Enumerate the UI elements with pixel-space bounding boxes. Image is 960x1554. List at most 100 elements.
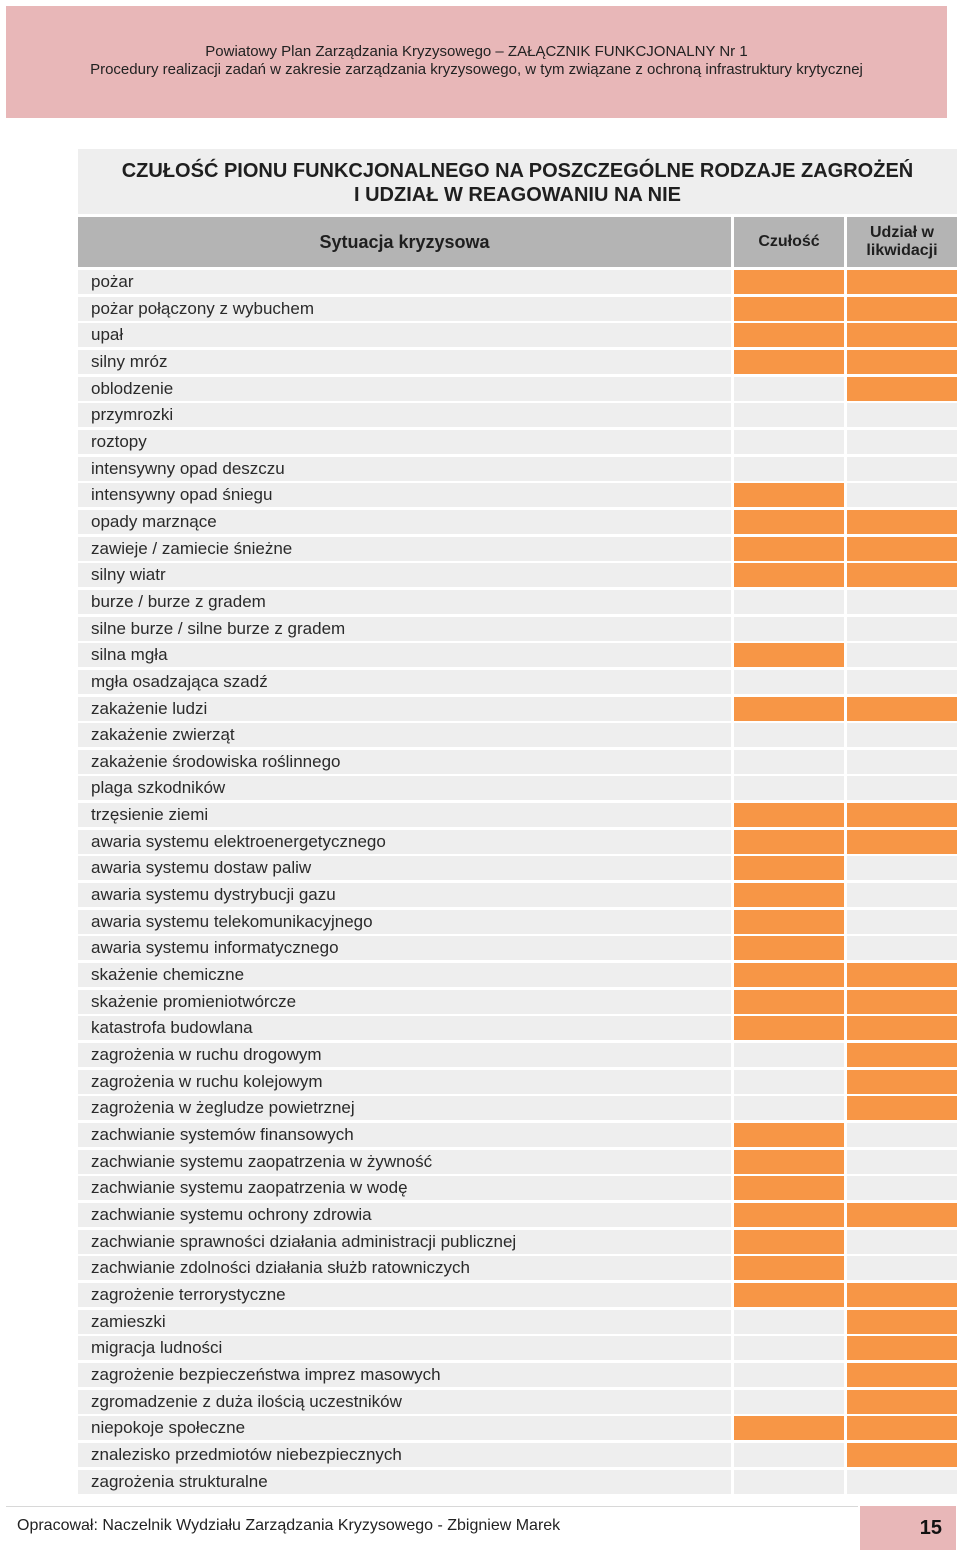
participation-cell [847,456,957,481]
table-row: zachwianie systemów finansowych [78,1123,957,1150]
participation-cell [847,509,957,534]
situation-name: migracja ludności [78,1336,731,1361]
participation-cell [847,1362,957,1387]
participation-cell [847,1309,957,1334]
participation-cell [847,403,957,428]
table-row: zawieje / zamiecie śnieżne [78,536,957,564]
table-row: pożar [78,270,957,297]
participation-cell [847,349,957,374]
table-row: awaria systemu dostaw paliw [78,856,957,883]
header-line-2: Procedury realizacji zadań w zakresie za… [90,61,863,78]
sensitivity-cell [734,669,844,694]
sensitivity-cell [734,1176,844,1201]
participation-cell [847,1389,957,1414]
situation-name: pożar [78,270,731,294]
participation-cell [847,856,957,881]
sensitivity-cell [734,1282,844,1307]
table-row: awaria systemu informatycznego [78,936,957,963]
sensitivity-cell [734,403,844,428]
participation-cell [847,936,957,961]
footer-author: Opracował: Naczelnik Wydziału Zarządzani… [17,1517,561,1534]
situation-name: awaria systemu telekomunikacyjnego [78,909,731,934]
situation-name: zachwianie sprawności działania administ… [78,1229,731,1254]
participation-cell [847,909,957,934]
sensitivity-cell [734,776,844,801]
participation-cell [847,723,957,748]
participation-cell [847,563,957,588]
situation-name: zakażenie ludzi [78,696,731,721]
sensitivity-cell [734,883,844,908]
participation-cell [847,1069,957,1094]
participation-cell [847,1176,957,1201]
participation-cell [847,696,957,721]
situation-name: silny mróz [78,349,731,374]
situation-name: zagrożenia strukturalne [78,1469,731,1494]
sensitivity-cell [734,1096,844,1121]
sensitivity-cell [734,1416,844,1441]
sensitivity-cell [734,749,844,774]
participation-cell [847,1282,957,1307]
situation-name: zachwianie systemu zaopatrzenia w żywnoś… [78,1149,731,1174]
table-row: skażenie promieniotwórcze [78,989,957,1017]
situation-name: trzęsienie ziemi [78,803,731,828]
sensitivity-cell [734,1362,844,1387]
sensitivity-cell [734,696,844,721]
sensitivity-cell [734,1043,844,1068]
table-row: burze / burze z gradem [78,589,957,617]
participation-cell [847,643,957,668]
participation-cell [847,1416,957,1441]
table-title: CZUŁOŚĆ PIONU FUNKCJONALNEGO NA POSZCZEG… [78,149,957,214]
table-row: zakażenie zwierząt [78,723,957,750]
document-header: Powiatowy Plan Zarządzania Kryzysowego –… [6,6,947,118]
table-row: plaga szkodników [78,776,957,803]
participation-cell [847,1469,957,1494]
table-row: przymrozki [78,403,957,430]
sensitivity-cell [734,376,844,401]
sensitivity-cell [734,1202,844,1227]
participation-cell [847,1096,957,1121]
table-row: zamieszki [78,1309,957,1337]
sensitivity-cell [734,536,844,561]
table-row: migracja ludności [78,1336,957,1363]
situation-name: skażenie promieniotwórcze [78,989,731,1014]
participation-cell [847,1123,957,1147]
situation-name: skażenie chemiczne [78,963,731,988]
situation-name: zgromadzenie z duża ilością uczestników [78,1389,731,1414]
table-row: roztopy [78,429,957,457]
sensitivity-cell [734,589,844,614]
sensitivity-cell [734,1256,844,1281]
situation-name: przymrozki [78,403,731,428]
sensitivity-cell [734,936,844,961]
participation-cell [847,776,957,801]
footer-divider [6,1506,858,1507]
threat-table: pożar pożar połączony z wybuchem upał silny… [78,270,957,1496]
table-row: skażenie chemiczne [78,963,957,990]
table-row: awaria systemu elektroenergetycznego [78,829,957,857]
situation-name: zamieszki [78,1309,731,1334]
header-line-1: Powiatowy Plan Zarządzania Kryzysowego –… [205,43,748,60]
sensitivity-cell [734,1123,844,1147]
situation-name: zachwianie systemu ochrony zdrowia [78,1202,731,1227]
participation-cell [847,1016,957,1041]
situation-name: awaria systemu dostaw paliw [78,856,731,881]
situation-name: zagrożenia w ruchu kolejowym [78,1069,731,1094]
title-line-2: I UDZIAŁ W REAGOWANIU NA NIE [353,184,682,206]
participation-cell [847,616,957,641]
sensitivity-cell [734,1389,844,1414]
situation-name: burze / burze z gradem [78,589,731,614]
table-row: zachwianie systemu zaopatrzenia w wodę [78,1176,957,1203]
sensitivity-cell [734,1069,844,1094]
participation-cell [847,669,957,694]
situation-name: intensywny opad deszczu [78,456,731,481]
sensitivity-cell [734,989,844,1014]
table-row: zagrożenia w ruchu kolejowym [78,1069,957,1097]
situation-name: zagrożenie terrorystyczne [78,1282,731,1307]
situation-name: opady marznące [78,509,731,534]
table-row: zagrożenia strukturalne [78,1469,957,1497]
table-row: zagrożenie bezpieczeństwa imprez masowyc… [78,1362,957,1390]
table-row: intensywny opad śniegu [78,483,957,510]
participation-cell [847,1149,957,1174]
participation-cell [847,376,957,401]
situation-name: oblodzenie [78,376,731,401]
participation-cell [847,1256,957,1281]
